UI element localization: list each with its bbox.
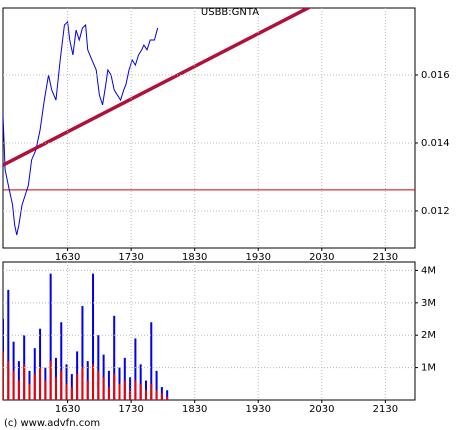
volume-bar — [123, 357, 126, 400]
volume-bar — [86, 380, 89, 400]
volume-bar — [44, 380, 47, 400]
y-tick-label: 0.012 — [421, 206, 450, 217]
x-tick-label: 1930 — [246, 252, 271, 263]
plot-area — [3, 8, 415, 236]
y-tick-label: 4M — [421, 265, 436, 276]
volume-bar — [118, 367, 121, 400]
x-tick-label: 1830 — [182, 252, 207, 263]
volume-bar — [65, 383, 68, 400]
y-tick-label: 0.014 — [421, 138, 450, 149]
volume-bar — [81, 367, 84, 400]
x-tick-label: 2030 — [309, 404, 334, 415]
volume-bar — [139, 383, 142, 400]
y-tick-label: 2M — [421, 330, 436, 341]
volume-bar — [76, 374, 79, 400]
volume-bar — [102, 377, 105, 400]
volume-bar — [49, 273, 52, 400]
x-tick-label: 2130 — [373, 404, 398, 415]
volume-bar — [97, 370, 100, 400]
volume-bar — [107, 387, 110, 400]
trend-line — [3, 8, 312, 167]
volume-bar — [150, 322, 153, 400]
x-tick-label: 1630 — [55, 404, 80, 415]
volume-bar — [17, 380, 20, 400]
volume-bar — [166, 390, 169, 400]
volume-bar — [107, 370, 110, 400]
footer: (c) www.advfn.com — [4, 418, 100, 429]
chart-title: USBB:GNTA — [201, 7, 259, 18]
volume-bar — [123, 380, 126, 400]
y-tick-label: 0.016 — [421, 70, 450, 81]
volume-bar — [144, 390, 147, 400]
volume-bar — [134, 338, 137, 400]
volume-bar — [60, 370, 63, 400]
volume-bar — [97, 335, 100, 400]
volume-bar — [60, 322, 63, 400]
x-tick-label: 1630 — [55, 252, 80, 263]
volume-bar — [150, 383, 153, 400]
x-tick-label: 2130 — [373, 252, 398, 263]
volume-bar — [139, 364, 142, 400]
volume-bar — [92, 364, 95, 400]
volume-bar — [134, 380, 137, 400]
volume-bar — [70, 374, 73, 400]
price-panel — [2, 7, 416, 249]
volume-bar — [39, 367, 42, 400]
x-tick-label: 1930 — [246, 404, 271, 415]
volume-panel — [2, 261, 416, 401]
price-line — [3, 20, 159, 236]
x-tick-label: 1830 — [182, 404, 207, 415]
volume-bar — [54, 377, 57, 400]
volume-bar — [70, 387, 73, 400]
volume-bar — [49, 361, 52, 400]
x-tick-label: 1730 — [118, 404, 143, 415]
volume-bar — [7, 289, 10, 400]
volume-bar — [81, 306, 84, 400]
x-tick-label: 2030 — [309, 252, 334, 263]
volume-bar — [155, 370, 158, 400]
volume-bar — [28, 383, 31, 400]
y-tick-label: 1M — [421, 363, 436, 374]
volume-bar — [23, 364, 26, 400]
volume-bar — [65, 364, 68, 400]
volume-bar — [33, 374, 36, 400]
volume-bar — [166, 396, 169, 400]
volume-bar — [39, 328, 42, 400]
volume-bar — [160, 393, 163, 400]
volume-bar — [12, 370, 15, 400]
volume-bar — [155, 390, 158, 400]
volume-bar — [113, 374, 116, 400]
volume-bar — [129, 377, 132, 400]
volume-bar — [92, 273, 95, 400]
volume-bar — [118, 383, 121, 400]
volume-bar — [7, 361, 10, 400]
volume-bar — [129, 390, 132, 400]
volume-bar — [113, 315, 116, 400]
x-tick-label: 1730 — [118, 252, 143, 263]
y-tick-label: 3M — [421, 298, 436, 309]
volume-bar — [3, 351, 4, 400]
